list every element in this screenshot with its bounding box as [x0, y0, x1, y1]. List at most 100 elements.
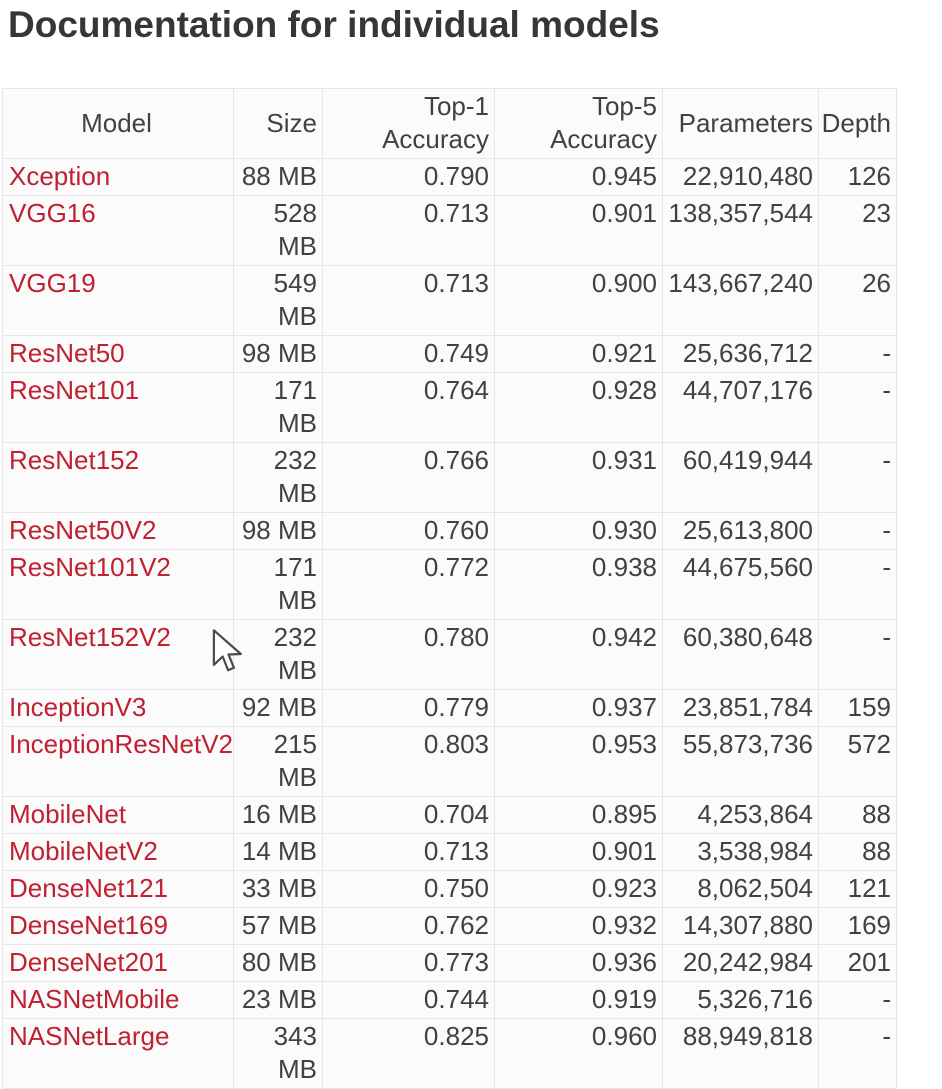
size-cell: 92 MB	[233, 689, 323, 727]
model-cell: ResNet101V2	[2, 549, 234, 620]
model-link[interactable]: InceptionResNetV2	[9, 729, 234, 759]
size-cell: 343 MB	[233, 1018, 323, 1089]
size-cell: 232 MB	[233, 442, 323, 513]
model-cell: VGG19	[2, 265, 234, 336]
table-row: MobileNet 16 MB 0.704 0.895 4,253,864 88	[2, 796, 897, 834]
model-cell: DenseNet121	[2, 870, 234, 908]
table-row: VGG19 549 MB 0.713 0.900 143,667,240 26	[2, 265, 897, 336]
size-cell: 98 MB	[233, 335, 323, 373]
params-cell: 60,380,648	[662, 619, 819, 690]
size-cell: 528 MB	[233, 195, 323, 266]
top5-cell: 0.931	[494, 442, 663, 513]
table-row: DenseNet169 57 MB 0.762 0.932 14,307,880 169	[2, 907, 897, 945]
depth-cell: -	[818, 512, 897, 550]
model-link[interactable]: MobileNet	[9, 799, 127, 829]
model-link[interactable]: MobileNetV2	[9, 836, 158, 866]
model-cell: NASNetMobile	[2, 981, 234, 1019]
depth-cell: 26	[818, 265, 897, 336]
table-row: VGG16 528 MB 0.713 0.901 138,357,544 23	[2, 195, 897, 266]
size-cell: 16 MB	[233, 796, 323, 834]
top1-cell: 0.749	[322, 335, 495, 373]
table-row: NASNetMobile 23 MB 0.744 0.919 5,326,716-	[2, 981, 897, 1019]
depth-cell: 169	[818, 907, 897, 945]
top5-cell: 0.930	[494, 512, 663, 550]
top1-cell: 0.803	[322, 726, 495, 797]
model-link[interactable]: NASNetLarge	[9, 1021, 170, 1051]
top1-cell: 0.773	[322, 944, 495, 982]
table-row: ResNet50V2 98 MB 0.760 0.930 25,613,800-	[2, 512, 897, 550]
top5-cell: 0.932	[494, 907, 663, 945]
model-link[interactable]: ResNet152V2	[9, 622, 171, 652]
table-row: DenseNet201 80 MB 0.773 0.936 20,242,984 201	[2, 944, 897, 982]
top5-cell: 0.953	[494, 726, 663, 797]
column-header-params: Parameters	[662, 88, 819, 159]
model-link[interactable]: ResNet101V2	[9, 552, 171, 582]
top5-cell: 0.923	[494, 870, 663, 908]
column-header-size: Size	[233, 88, 323, 159]
header-row: Model Size Top-1 Accuracy Top-5 Accuracy Par…	[2, 88, 897, 159]
model-link[interactable]: DenseNet201	[9, 947, 168, 977]
params-cell: 22,910,480	[662, 158, 819, 196]
model-cell: MobileNet	[2, 796, 234, 834]
depth-cell: 88	[818, 796, 897, 834]
depth-cell: 121	[818, 870, 897, 908]
column-header-top5: Top-5 Accuracy	[494, 88, 663, 159]
top1-cell: 0.825	[322, 1018, 495, 1089]
top1-cell: 0.790	[322, 158, 495, 196]
top5-cell: 0.960	[494, 1018, 663, 1089]
model-cell: MobileNetV2	[2, 833, 234, 871]
model-cell: DenseNet201	[2, 944, 234, 982]
params-cell: 88,949,818	[662, 1018, 819, 1089]
column-header-depth: Depth	[818, 88, 897, 159]
model-link[interactable]: DenseNet169	[9, 910, 168, 940]
top5-cell: 0.921	[494, 335, 663, 373]
size-cell: 33 MB	[233, 870, 323, 908]
top1-cell: 0.762	[322, 907, 495, 945]
table-body: Xception 88 MB 0.790 0.945 22,910,480 126 VGG1…	[2, 158, 897, 1089]
model-cell: ResNet50	[2, 335, 234, 373]
table-row: ResNet101V2 171 MB 0.772 0.938 44,675,560-	[2, 549, 897, 620]
params-cell: 60,419,944	[662, 442, 819, 513]
size-cell: 57 MB	[233, 907, 323, 945]
top1-cell: 0.780	[322, 619, 495, 690]
top1-cell: 0.760	[322, 512, 495, 550]
table-row: ResNet152 232 MB 0.766 0.931 60,419,944-	[2, 442, 897, 513]
model-link[interactable]: ResNet50	[9, 338, 125, 368]
depth-cell: 88	[818, 833, 897, 871]
top1-cell: 0.772	[322, 549, 495, 620]
model-link[interactable]: ResNet101	[9, 375, 140, 405]
model-link[interactable]: Xception	[9, 161, 111, 191]
top1-cell: 0.766	[322, 442, 495, 513]
depth-cell: 201	[818, 944, 897, 982]
model-link[interactable]: VGG16	[9, 198, 96, 228]
model-link[interactable]: InceptionV3	[9, 692, 147, 722]
model-link[interactable]: ResNet50V2	[9, 515, 157, 545]
model-cell: InceptionResNetV2	[2, 726, 234, 797]
top5-cell: 0.901	[494, 833, 663, 871]
params-cell: 20,242,984	[662, 944, 819, 982]
model-cell: InceptionV3	[2, 689, 234, 727]
size-cell: 549 MB	[233, 265, 323, 336]
top5-cell: 0.901	[494, 195, 663, 266]
top5-cell: 0.928	[494, 372, 663, 443]
params-cell: 5,326,716	[662, 981, 819, 1019]
depth-cell: -	[818, 1018, 897, 1089]
model-link[interactable]: NASNetMobile	[9, 984, 180, 1014]
table-row: ResNet50 98 MB 0.749 0.921 25,636,712-	[2, 335, 897, 373]
model-cell: Xception	[2, 158, 234, 196]
column-header-top1: Top-1 Accuracy	[322, 88, 495, 159]
depth-cell: -	[818, 372, 897, 443]
model-cell: DenseNet169	[2, 907, 234, 945]
params-cell: 44,675,560	[662, 549, 819, 620]
table-row: DenseNet121 33 MB 0.750 0.923 8,062,504 121	[2, 870, 897, 908]
model-link[interactable]: ResNet152	[9, 445, 140, 475]
depth-cell: -	[818, 549, 897, 620]
page-title: Documentation for individual models	[8, 4, 660, 45]
model-link[interactable]: DenseNet121	[9, 873, 168, 903]
params-cell: 143,667,240	[662, 265, 819, 336]
model-cell: ResNet50V2	[2, 512, 234, 550]
top1-cell: 0.713	[322, 195, 495, 266]
model-link[interactable]: VGG19	[9, 268, 96, 298]
top5-cell: 0.942	[494, 619, 663, 690]
top1-cell: 0.764	[322, 372, 495, 443]
